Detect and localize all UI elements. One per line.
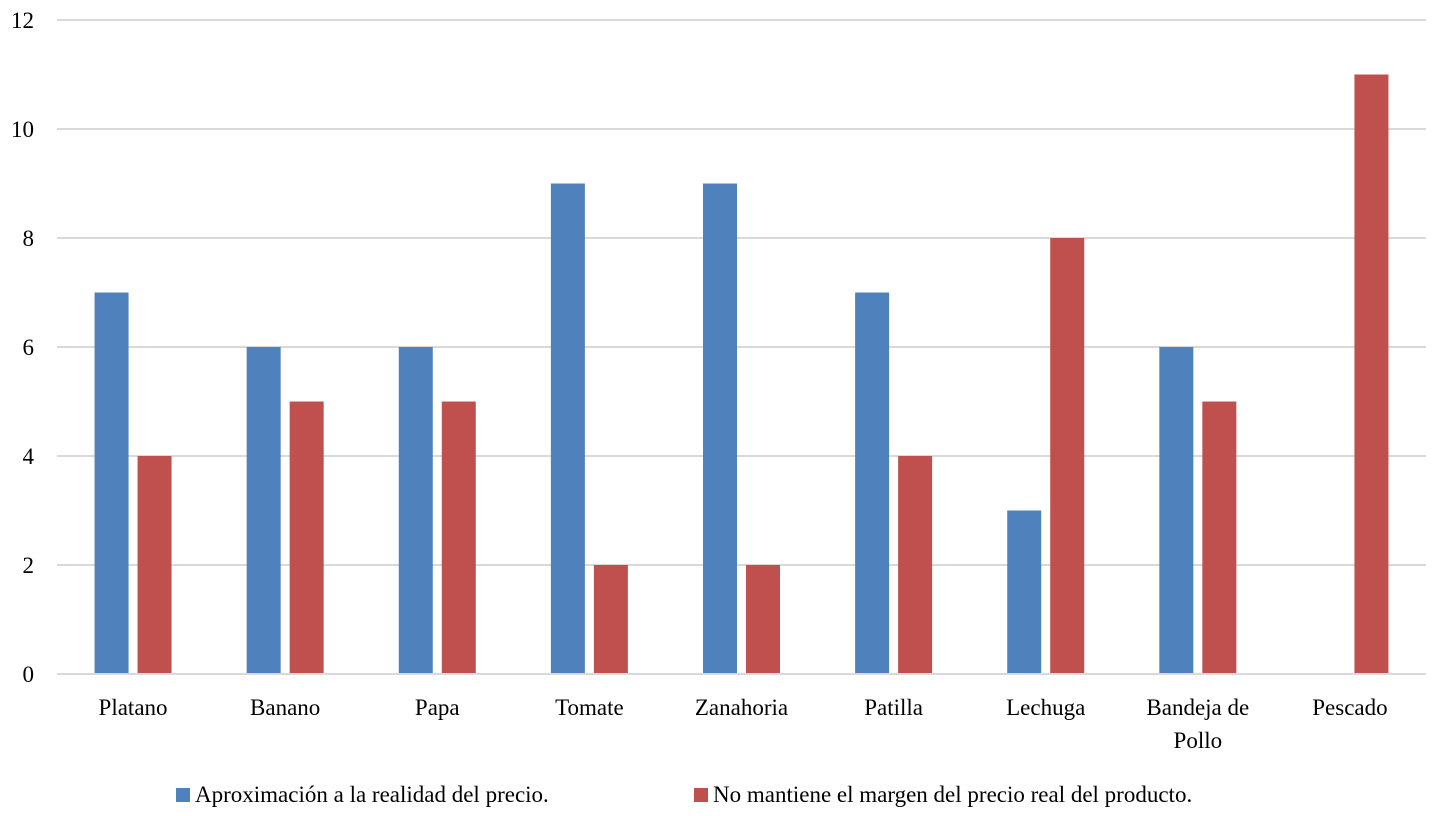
- bar-series-2: [746, 565, 780, 674]
- x-category-label: Papa: [415, 695, 460, 720]
- y-tick-label: 0: [23, 662, 35, 687]
- bar-series-2: [1202, 401, 1237, 674]
- gridlines: [57, 19, 1426, 566]
- bar-series-2: [1050, 238, 1085, 674]
- x-category-label: Platano: [99, 695, 168, 720]
- bar-series-2: [137, 456, 172, 674]
- x-category-label: Patilla: [864, 695, 923, 720]
- legend-item-series-2: No mantiene el margen del precio real de…: [694, 782, 1192, 808]
- bar-series-1: [94, 292, 129, 674]
- x-axis-category-labels: Platano Banano Papa Tomate Zanahoria Patilla L…: [99, 695, 1388, 753]
- bar-series-2: [441, 401, 476, 674]
- bar-series-1: [550, 183, 585, 674]
- bar-series-1: [398, 347, 433, 674]
- y-axis-tick-labels: 0 2 4 6 8 10 12: [11, 8, 35, 687]
- y-tick-label: 4: [23, 444, 35, 469]
- bar-series-1: [703, 183, 737, 674]
- y-tick-label: 2: [23, 553, 35, 578]
- x-category-label: Banano: [250, 695, 320, 720]
- legend-label-series-1: Aproximación a la realidad del precio.: [195, 782, 549, 807]
- bar-series-2: [1354, 74, 1389, 674]
- bar-series-1: [246, 347, 281, 674]
- y-tick-label: 12: [11, 8, 34, 33]
- legend: Aproximación a la realidad del precio. N…: [0, 782, 1434, 816]
- x-category-label: Tomate: [555, 695, 624, 720]
- legend-swatch-series-1: [176, 788, 190, 802]
- x-category-label: Bandeja de Pollo: [1146, 695, 1249, 753]
- bars: [94, 74, 1389, 674]
- x-category-label: Lechuga: [1006, 695, 1085, 720]
- y-tick-label: 10: [11, 117, 34, 142]
- x-category-label: Zanahoria: [695, 695, 788, 720]
- bar-series-1: [1159, 347, 1194, 674]
- y-tick-label: 8: [23, 226, 35, 251]
- bar-series-1: [1007, 510, 1042, 674]
- bar-series-1: [855, 292, 890, 674]
- legend-swatch-series-2: [694, 788, 708, 802]
- bar-series-2: [289, 401, 324, 674]
- legend-label-series-2: No mantiene el margen del precio real de…: [713, 782, 1193, 807]
- bar-series-2: [898, 456, 933, 674]
- legend-item-series-1: Aproximación a la realidad del precio.: [176, 782, 549, 808]
- bar-series-2: [593, 565, 628, 674]
- x-category-label: Pescado: [1312, 695, 1387, 720]
- y-tick-label: 6: [23, 335, 35, 360]
